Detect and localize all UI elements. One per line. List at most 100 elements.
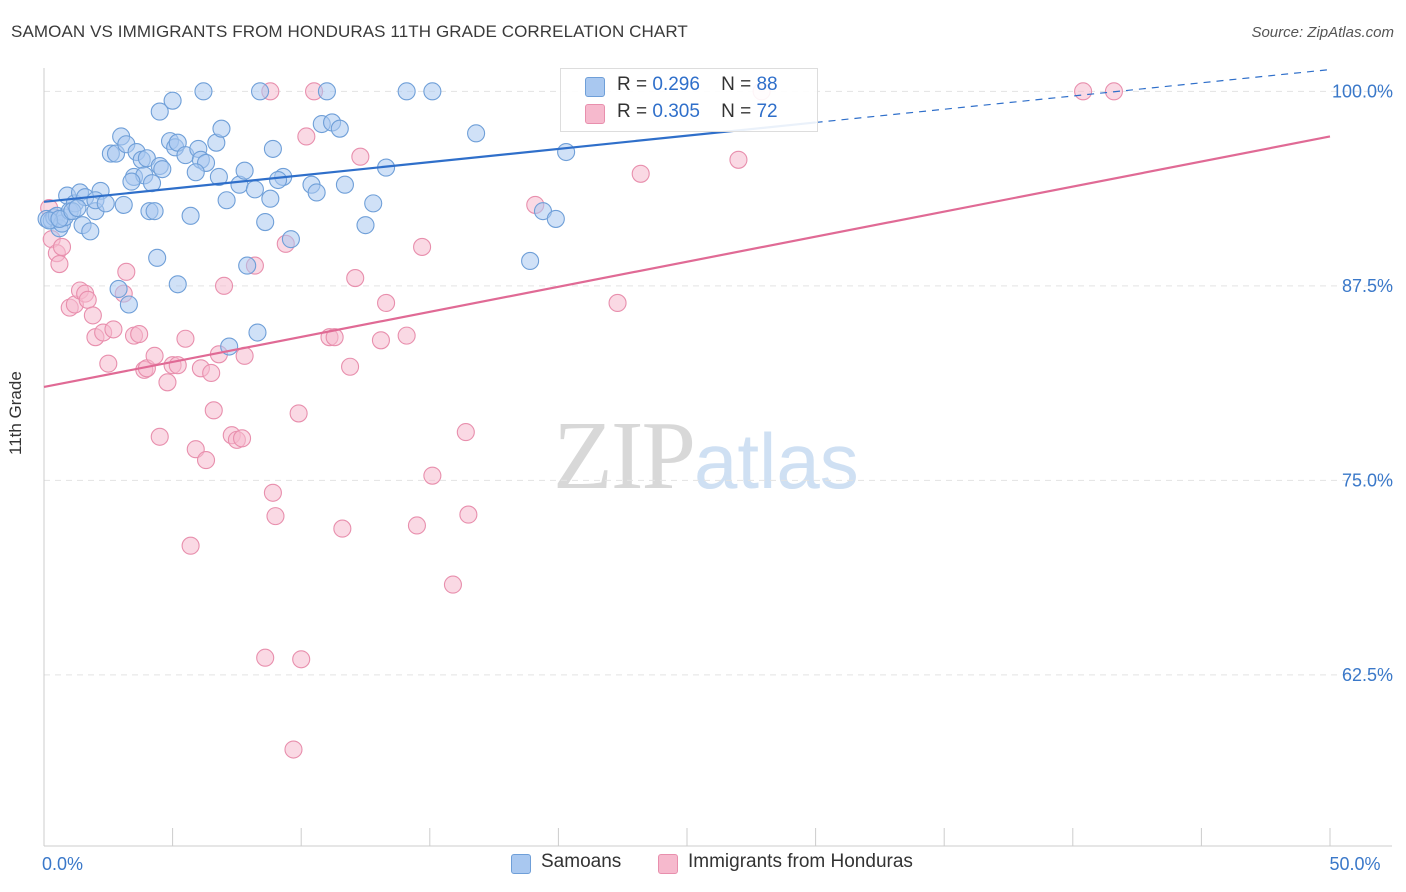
legend-swatch-pink bbox=[585, 104, 605, 124]
samoan-point bbox=[217, 191, 236, 210]
samoan-point bbox=[245, 180, 264, 199]
honduras-point bbox=[232, 429, 252, 448]
samoan-point bbox=[307, 183, 326, 202]
honduras-point bbox=[284, 740, 303, 759]
samoan-point bbox=[317, 82, 336, 101]
samoan-point bbox=[238, 256, 257, 275]
honduras-point bbox=[377, 293, 396, 313]
y-tick-label: 62.5% bbox=[1342, 665, 1393, 685]
samoan-point bbox=[256, 212, 275, 232]
y-tick-label: 87.5% bbox=[1342, 276, 1393, 296]
samoan-point bbox=[546, 209, 565, 228]
honduras-point bbox=[459, 505, 478, 524]
samoan-point bbox=[364, 194, 383, 213]
honduras-point bbox=[341, 357, 360, 376]
honduras-point bbox=[413, 237, 432, 256]
samoan-point bbox=[150, 102, 169, 121]
honduras-point bbox=[443, 575, 462, 594]
legend-r-value: 0.305 bbox=[652, 101, 700, 122]
honduras-point bbox=[256, 648, 275, 667]
honduras-point bbox=[456, 423, 475, 442]
samoan-point bbox=[186, 163, 205, 182]
honduras-point bbox=[423, 466, 442, 485]
samoan-point bbox=[248, 323, 267, 342]
honduras-point bbox=[397, 326, 416, 345]
legend-n-value: 88 bbox=[756, 74, 778, 95]
legend-n-value: 72 bbox=[756, 101, 778, 122]
samoan-point bbox=[330, 119, 349, 138]
honduras-point bbox=[371, 331, 390, 350]
bottom-legend-swatch-blue bbox=[511, 854, 531, 874]
honduras-point bbox=[214, 276, 234, 295]
samoan-point bbox=[235, 161, 254, 180]
honduras-point bbox=[130, 325, 149, 344]
legend-r-label: R = bbox=[617, 101, 648, 122]
honduras-point bbox=[150, 427, 169, 446]
samoan-point bbox=[521, 251, 540, 270]
watermark: ZIPatlas bbox=[553, 400, 859, 512]
honduras-point bbox=[325, 328, 344, 347]
y-tick-label: 75.0% bbox=[1342, 470, 1393, 490]
samoan-point bbox=[557, 142, 576, 162]
samoan-point bbox=[68, 198, 87, 218]
samoan-point bbox=[423, 82, 442, 101]
samoan-point bbox=[250, 82, 270, 101]
legend-n-label: N = bbox=[721, 74, 752, 95]
honduras-point bbox=[52, 237, 72, 256]
correlation-legend: R = 0.296 N = 88 R = 0.305 N = 72 bbox=[560, 68, 818, 132]
samoan-point bbox=[96, 194, 115, 213]
honduras-point bbox=[78, 290, 97, 309]
honduras-point bbox=[204, 401, 223, 420]
honduras-trend-line bbox=[43, 135, 1331, 389]
honduras-point bbox=[263, 483, 282, 502]
samoan-point bbox=[212, 119, 231, 138]
samoan-point bbox=[148, 248, 167, 267]
legend-r-value: 0.296 bbox=[652, 74, 700, 95]
honduras-point bbox=[50, 255, 69, 274]
honduras-point bbox=[117, 262, 136, 281]
legend-swatch-blue bbox=[585, 77, 605, 97]
honduras-point bbox=[351, 147, 370, 166]
samoan-point bbox=[209, 167, 228, 186]
samoan-point bbox=[145, 202, 164, 221]
samoan-point bbox=[335, 175, 354, 194]
honduras-point bbox=[631, 164, 650, 183]
honduras-point bbox=[346, 269, 365, 288]
bottom-legend-label-honduras: Immigrants from Honduras bbox=[688, 851, 913, 872]
honduras-point bbox=[83, 306, 102, 325]
honduras-point bbox=[176, 329, 195, 348]
samoan-point bbox=[163, 91, 182, 110]
honduras-point bbox=[292, 650, 311, 669]
samoan-point bbox=[263, 139, 282, 158]
bottom-legend-swatch-pink bbox=[658, 854, 678, 874]
honduras-point bbox=[729, 150, 748, 169]
honduras-point bbox=[99, 354, 118, 373]
honduras-point bbox=[1074, 82, 1093, 101]
samoan-point bbox=[153, 160, 172, 179]
samoan-point bbox=[397, 82, 416, 101]
samoan-point bbox=[114, 195, 133, 214]
samoan-point bbox=[168, 275, 187, 294]
honduras-point bbox=[181, 536, 200, 555]
bottom-legend-label-samoans: Samoans bbox=[541, 851, 622, 872]
honduras-point bbox=[196, 451, 216, 470]
x-tick-label: 50.0% bbox=[1329, 854, 1380, 874]
samoan-point bbox=[269, 170, 288, 190]
watermark-atlas: atlas bbox=[694, 417, 859, 505]
samoan-point bbox=[119, 295, 138, 314]
honduras-point bbox=[266, 507, 285, 526]
honduras-point bbox=[158, 373, 177, 392]
samoan-point bbox=[356, 216, 375, 235]
legend-r-label: R = bbox=[617, 74, 648, 95]
chart-source: Source: ZipAtlas.com bbox=[1251, 24, 1394, 41]
honduras-point bbox=[407, 516, 426, 535]
honduras-point bbox=[289, 404, 308, 423]
legend-text-samoans: R = 0.296 N = 88 bbox=[617, 74, 778, 96]
legend-text-honduras: R = 0.305 N = 72 bbox=[617, 101, 778, 123]
samoan-point bbox=[181, 206, 200, 225]
chart-title: SAMOAN VS IMMIGRANTS FROM HONDURAS 11TH … bbox=[11, 22, 688, 41]
samoan-trend-extension bbox=[815, 68, 1331, 124]
legend-n-label: N = bbox=[721, 101, 752, 122]
honduras-point bbox=[202, 363, 221, 383]
